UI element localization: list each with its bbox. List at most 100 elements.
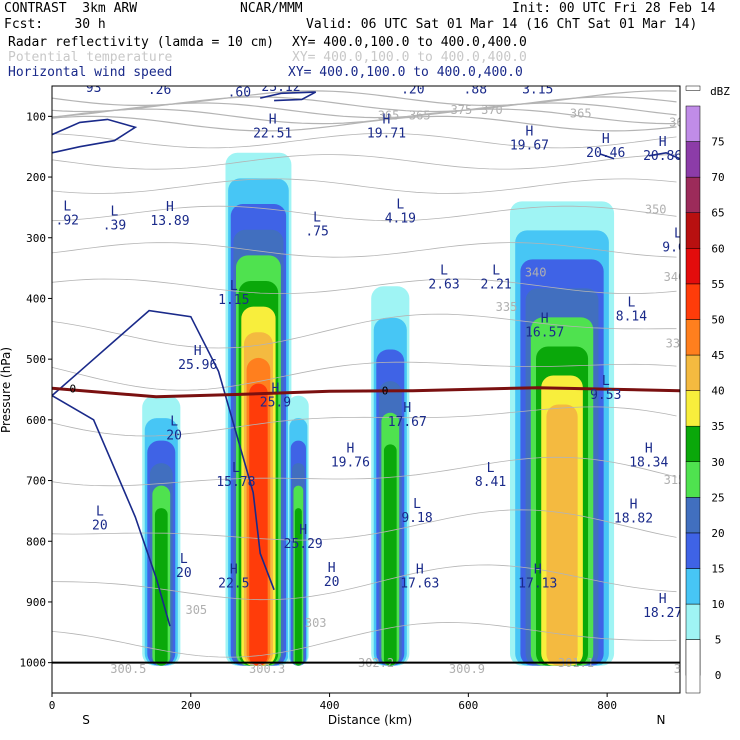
colorbar-label-60: 60 (711, 242, 724, 255)
colorbar: dBZ 0 5 10 15 20 25 30 35 40 45 50 55 60 65 70 75 (685, 85, 730, 694)
wind-label-kind-22: H (541, 312, 549, 327)
refl-band-1-50 (249, 383, 268, 666)
wind-label-value-13: .39 (103, 218, 126, 233)
theta-label-6: 350 (645, 202, 667, 216)
theta-line-15 (52, 509, 677, 541)
theta-line-4 (52, 115, 677, 132)
wind-label-kind-1: L (156, 69, 164, 84)
colorbar-above (685, 85, 701, 91)
wind-label-kind-24: L (700, 354, 708, 369)
contour-labels: L93L.26L.60H23.12L.20L.88L3.15H22.51H19.… (56, 67, 708, 621)
institution: NCAR/MMM (240, 1, 303, 16)
theta-label-1: 365 (409, 108, 431, 122)
model-title: CONTRAST 3km ARW (4, 1, 138, 16)
colorbar-label-30: 30 (711, 456, 724, 469)
colorbar-swatch-10 (685, 568, 701, 605)
wind-label-value-1: .26 (148, 83, 171, 98)
theta-line-17 (52, 622, 677, 658)
wind-label-kind-0: L (90, 67, 98, 82)
wind-label-kind-18: L (440, 264, 448, 279)
plot-frame (51, 85, 681, 694)
theta-label-5: 360 (669, 116, 691, 130)
wind-label-value-8: 19.71 (367, 127, 406, 142)
wind-label-kind-6: L (534, 68, 542, 83)
x-axis-label: Distance (km) (328, 713, 412, 727)
theta-line-13 (52, 406, 677, 437)
theta-line-14 (52, 456, 677, 487)
wind-label-kind-20: L (230, 279, 238, 294)
theta-line-6 (52, 154, 677, 170)
wind-label-kind-32: L (487, 461, 495, 476)
theta-label-21: 301.5 (674, 662, 710, 676)
wind-label-kind-34: H (630, 497, 638, 512)
x-end-right: N (657, 713, 666, 727)
colorbar-swatch-60 (685, 212, 701, 249)
theta-label-10: 335 (496, 300, 518, 314)
wind-label-kind-26: H (272, 381, 280, 396)
wind-label-value-31: 15.78 (216, 475, 255, 490)
wind-contours (52, 91, 680, 664)
colorbar-label-45: 45 (711, 349, 724, 362)
wind-label-value-7: 22.51 (253, 127, 292, 142)
colorbar-label-15: 15 (711, 562, 724, 575)
field3-name: Horizontal wind speed (8, 65, 173, 80)
theta-line-7 (52, 178, 677, 194)
wind-label-kind-23: H (194, 344, 202, 359)
field2-xy: XY= 400.0,100.0 to 400.0,400.0 (292, 50, 527, 65)
x-tick-label-2: 400 (320, 699, 340, 712)
y-tick-label-2: 300 (26, 232, 46, 245)
wind-label-value-28: 20 (166, 428, 182, 443)
wind-label-kind-8: H (383, 113, 391, 128)
wind-contour-2 (52, 309, 275, 591)
field1-name: Radar reflectivity (lamda = 10 cm) (8, 35, 275, 50)
wind-label-value-22: 16.57 (525, 326, 564, 341)
wind-label-value-12: .92 (56, 213, 79, 228)
theta-label-14: 305 (185, 603, 207, 617)
y-tick-label-0: 100 (26, 110, 46, 123)
wind-label-kind-35: L (96, 505, 104, 520)
theta-line-8 (52, 205, 677, 222)
wind-label-kind-30: H (645, 442, 653, 457)
wind-label-value-39: 22.5 (218, 576, 249, 591)
wind-label-kind-10: H (602, 132, 610, 147)
colorbar-swatch-45 (685, 319, 701, 356)
wind-label-kind-13: L (111, 204, 119, 219)
wind-label-kind-25: L (602, 374, 610, 389)
wind-label-kind-16: L (313, 210, 321, 225)
freezing-label-1: 0 (382, 385, 389, 398)
theta-line-5 (52, 132, 677, 149)
wind-contour-3 (52, 394, 171, 627)
x-tick-label-1: 200 (181, 699, 201, 712)
theta-label-8: 340 (664, 270, 686, 284)
wind-label-value-2: .60 (228, 85, 251, 100)
theta-label-13: 315 (664, 473, 686, 487)
colorbar-swatch-20 (685, 497, 701, 534)
colorbar-label-10: 10 (711, 598, 724, 611)
y-tick-label-4: 500 (26, 353, 46, 366)
wind-label-kind-42: H (534, 562, 542, 577)
wind-label-kind-43: H (659, 592, 667, 607)
wind-label-kind-17: L (674, 227, 682, 242)
wind-label-value-29: 19.76 (331, 456, 370, 471)
wind-label-value-33: 9.18 (401, 511, 432, 526)
refl-band-0-30 (154, 508, 168, 666)
colorbar-swatch-5 (685, 603, 701, 640)
colorbar-below (685, 639, 701, 694)
theta-label-2: 375 (451, 103, 473, 117)
wind-label-kind-2: L (235, 71, 243, 86)
wind-label-value-17: 9.61 (662, 241, 693, 256)
colorbar-swatch-65 (685, 176, 701, 213)
wind-label-value-36: 25.29 (284, 537, 323, 552)
colorbar-swatch-30 (685, 425, 701, 463)
theta-line-9 (52, 242, 677, 258)
theta-contours: 3653653753703653603503453403403353303253… (52, 90, 710, 676)
colorbar-swatch-70 (685, 141, 701, 178)
colorbar-swatch-40 (685, 354, 701, 391)
wind-label-kind-31: L (232, 461, 240, 476)
theta-label-0: 365 (378, 108, 400, 122)
refl-band-4-40 (546, 404, 578, 666)
colorbar-label-25: 25 (711, 491, 724, 504)
wind-contour-0 (52, 118, 138, 154)
